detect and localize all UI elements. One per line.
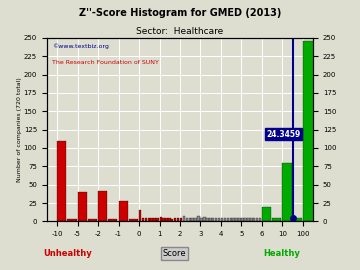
Text: The Research Foundation of SUNY: The Research Foundation of SUNY <box>52 60 159 65</box>
Bar <box>201 218 203 221</box>
Text: Healthy: Healthy <box>263 249 300 258</box>
Bar <box>108 219 117 221</box>
Bar <box>250 218 253 221</box>
Bar <box>156 218 159 221</box>
Text: Unhealthy: Unhealthy <box>44 249 93 258</box>
Bar <box>235 218 238 221</box>
Bar <box>215 218 217 221</box>
Bar <box>148 218 150 221</box>
Bar <box>272 218 282 221</box>
Bar <box>218 218 220 221</box>
Bar <box>262 207 271 221</box>
Bar <box>293 218 302 221</box>
Bar <box>253 218 255 221</box>
Bar <box>98 191 107 221</box>
Bar <box>230 218 232 221</box>
Bar <box>174 218 176 221</box>
Bar <box>224 218 226 221</box>
Bar <box>238 218 240 221</box>
Bar <box>233 218 235 221</box>
Bar <box>186 218 188 221</box>
Bar <box>168 218 171 221</box>
Bar <box>162 218 165 221</box>
Bar <box>244 218 247 221</box>
Y-axis label: Number of companies (720 total): Number of companies (720 total) <box>17 77 22 182</box>
Bar <box>221 218 224 221</box>
Bar <box>247 218 250 221</box>
Bar <box>118 201 128 221</box>
Bar <box>159 217 162 221</box>
Bar <box>180 218 183 221</box>
Bar <box>177 218 179 221</box>
Text: Z''-Score Histogram for GMED (2013): Z''-Score Histogram for GMED (2013) <box>79 8 281 18</box>
Bar <box>194 218 197 221</box>
Bar <box>183 215 185 221</box>
Bar <box>67 219 77 221</box>
Bar <box>129 219 138 221</box>
Bar <box>88 219 97 221</box>
Bar <box>203 217 206 221</box>
Bar <box>171 219 174 221</box>
Bar <box>192 218 194 221</box>
Text: Score: Score <box>163 249 186 258</box>
Bar <box>227 218 229 221</box>
Bar <box>209 218 212 221</box>
Bar <box>153 218 156 221</box>
Text: Sector:  Healthcare: Sector: Healthcare <box>136 27 224 36</box>
Bar <box>206 218 209 221</box>
Bar <box>283 163 292 221</box>
Bar <box>259 218 261 221</box>
Bar <box>256 218 258 221</box>
Bar <box>150 218 153 221</box>
Bar <box>197 216 200 221</box>
Bar <box>142 218 144 221</box>
Text: 24.3459: 24.3459 <box>266 130 300 139</box>
Bar <box>145 218 147 221</box>
Bar <box>57 141 66 221</box>
Bar <box>323 181 342 221</box>
Bar <box>303 42 321 221</box>
Bar <box>139 210 141 221</box>
Bar <box>165 218 168 221</box>
Bar <box>189 218 191 221</box>
Bar <box>77 192 87 221</box>
Text: ©www.textbiz.org: ©www.textbiz.org <box>52 43 109 49</box>
Bar <box>212 218 215 221</box>
Bar <box>242 218 244 221</box>
